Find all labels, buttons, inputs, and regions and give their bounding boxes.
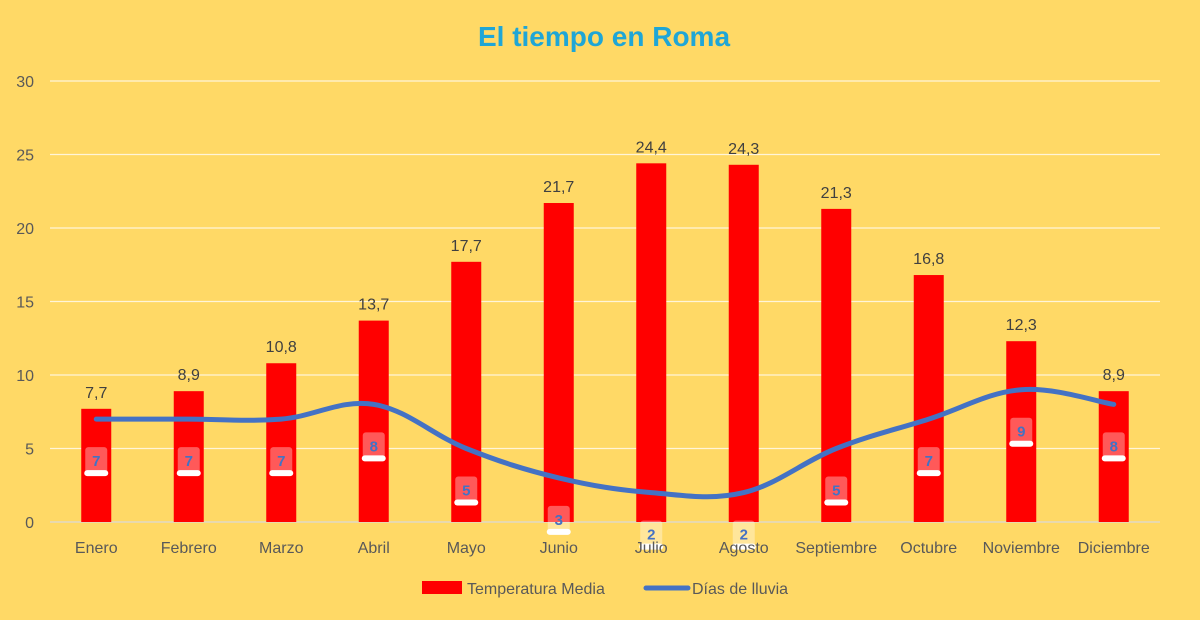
bar [913, 275, 944, 522]
rain-label-box [1010, 417, 1033, 446]
rain-data-label: 7 [925, 453, 933, 470]
rain-label-underline [454, 499, 479, 506]
x-tick-label: Julio [635, 540, 668, 557]
bar-data-label: 21,3 [821, 185, 852, 202]
bar-data-label: 13,7 [358, 297, 389, 314]
rain-label-underline [546, 528, 571, 535]
rain-label-underline [176, 470, 201, 477]
chart-title: El tiempo en Roma [478, 21, 730, 52]
x-tick-label: Noviembre [983, 540, 1060, 557]
rain-data-label: 7 [92, 453, 100, 470]
rain-data-label: 7 [277, 453, 285, 470]
bar-data-label: 12,3 [1006, 317, 1037, 334]
rain-label-underline [1101, 455, 1126, 462]
x-tick-label: Diciembre [1078, 540, 1150, 557]
bar [358, 320, 389, 522]
y-tick-label: 25 [16, 148, 34, 165]
bar-data-label: 24,3 [728, 141, 759, 158]
rain-label-box [732, 520, 755, 549]
line-series-lluvia [93, 386, 1117, 500]
bar [451, 261, 482, 522]
rain-label-underline [84, 470, 109, 477]
y-tick-label: 0 [25, 515, 34, 532]
rain-data-label: 5 [462, 483, 470, 500]
grid-layer [50, 80, 1160, 523]
rain-data-label: 2 [647, 527, 655, 544]
rain-label-underline [361, 455, 386, 462]
rain-label-box [455, 476, 478, 505]
y-tick-label: 20 [16, 221, 34, 238]
bar [821, 208, 852, 522]
y-tick-label: 10 [16, 368, 34, 385]
x-tick-label: Febrero [161, 540, 217, 557]
rain-data-label: 3 [555, 512, 563, 529]
x-tick-label: Octubre [900, 540, 957, 557]
bar [543, 203, 574, 522]
x-tick-label: Marzo [259, 540, 304, 557]
rain-label-box [917, 447, 940, 476]
bar [1006, 341, 1037, 522]
rain-line [93, 386, 1117, 500]
bar-data-label: 10,8 [266, 339, 297, 356]
bar [266, 363, 297, 522]
rain-data-label: 9 [1017, 424, 1025, 441]
rain-label-box [1102, 432, 1125, 461]
x-tick-label: Septiembre [795, 540, 877, 557]
rain-data-label: 8 [1110, 438, 1118, 455]
rain-label-underline [731, 543, 756, 550]
x-tick-label: Abril [358, 540, 390, 557]
bar-data-label: 8,9 [178, 367, 200, 384]
bar-series-temperatura [81, 163, 1129, 523]
bar [173, 391, 204, 522]
rain-label-underline [269, 470, 294, 477]
rain-label-box [270, 447, 293, 476]
rain-label-box [85, 447, 108, 476]
rain-data-label: 8 [370, 438, 378, 455]
rain-label-box [640, 520, 663, 549]
rain-label-box [547, 505, 570, 534]
x-tick-label: Enero [75, 540, 118, 557]
y-tick-label: 30 [16, 74, 34, 91]
legend-swatch-temperatura [422, 581, 462, 594]
rain-data-label: 2 [740, 527, 748, 544]
rain-data-label: 5 [832, 483, 840, 500]
bar-data-label: 21,7 [543, 179, 574, 196]
y-axis: 0 5 10 15 20 25 30 [16, 74, 34, 532]
bar-data-label: 24,4 [636, 139, 667, 156]
bar [81, 408, 112, 522]
rain-label-underline [916, 470, 941, 477]
legend-label-temperatura: Temperatura Media [467, 581, 605, 598]
rain-label-box [825, 476, 848, 505]
bar [728, 164, 759, 523]
bar-data-label: 7,7 [85, 385, 107, 402]
legend-label-lluvia: Días de lluvia [692, 581, 788, 598]
bar-data-label: 17,7 [451, 238, 482, 255]
rain-label-underline [639, 543, 664, 550]
x-tick-label: Mayo [447, 540, 486, 557]
x-axis: Enero Febrero Marzo Abril Mayo Junio Julio Agos… [75, 540, 1150, 557]
x-tick-label: Junio [540, 540, 578, 557]
legend: Temperatura Media Días de lluvia [422, 581, 788, 598]
rain-label-box [177, 447, 200, 476]
rain-label-underline [1009, 440, 1034, 447]
data-labels: 7,7 8,9 10,8 13,7 17,7 21,7 24,4 24,3 21,3 16,8 12… [84, 139, 1126, 550]
bar-data-label: 8,9 [1103, 367, 1125, 384]
y-tick-label: 15 [16, 295, 34, 312]
rain-data-label: 7 [185, 453, 193, 470]
rain-label-underline [824, 499, 849, 506]
bar-data-label: 16,8 [913, 251, 944, 268]
y-tick-label: 5 [25, 442, 34, 459]
rain-label-box [362, 432, 385, 461]
x-tick-label: Agosto [719, 540, 769, 557]
bar [636, 163, 667, 522]
